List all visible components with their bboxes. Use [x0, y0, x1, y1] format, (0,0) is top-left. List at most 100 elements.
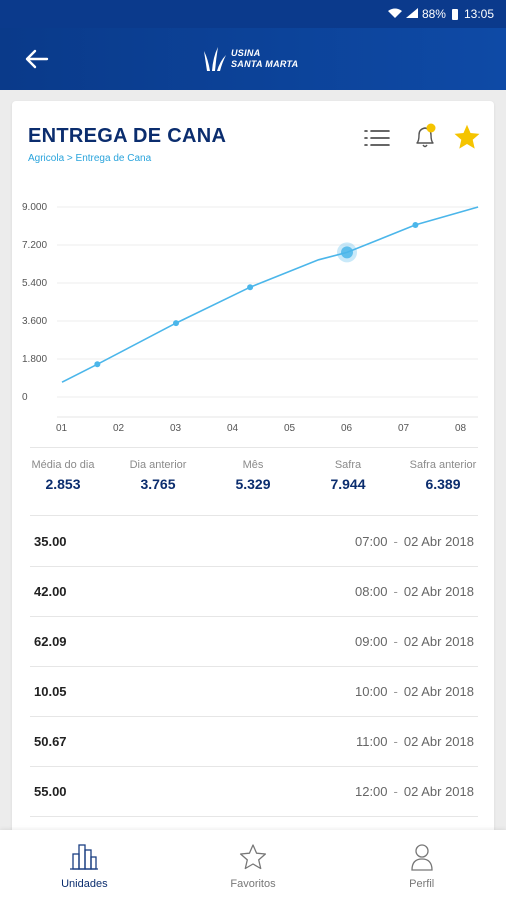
- bell-icon: [416, 123, 436, 148]
- entry-time: 09:00: [354, 634, 388, 649]
- list-item[interactable]: 55.00 12:00-02 Abr 2018: [30, 767, 478, 817]
- arrow-left-icon: [25, 49, 49, 69]
- logo-line-2: SANTA MARTA: [231, 59, 299, 69]
- x-tick-label: 04: [227, 423, 239, 434]
- entry-value: 42.00: [34, 584, 67, 599]
- breadcrumb[interactable]: Agricola > Entrega de Cana: [28, 153, 152, 164]
- buildings-icon: [70, 844, 99, 870]
- stat-media-dia: Média do dia 2.853: [28, 459, 98, 507]
- y-tick-label: 3.600: [22, 316, 47, 327]
- entry-value: 35.00: [34, 534, 67, 549]
- favorite-button[interactable]: [453, 123, 481, 151]
- entry-value: 62.09: [34, 634, 67, 649]
- x-tick-label: 06: [341, 423, 353, 434]
- entry-separator: -: [393, 784, 398, 799]
- nav-perfil[interactable]: Perfil: [337, 830, 506, 900]
- stat-safra-anterior: Safra anterior 6.389: [408, 459, 478, 507]
- nav-favoritos[interactable]: Favoritos: [169, 830, 338, 900]
- nav-unidades[interactable]: Unidades: [0, 830, 169, 900]
- list-item[interactable]: 10.05 10:00-02 Abr 2018: [30, 667, 478, 717]
- cane-leaf-icon: [204, 47, 226, 71]
- signal-icon: [405, 7, 418, 21]
- nav-label: Favoritos: [230, 878, 276, 890]
- entry-separator: -: [393, 584, 398, 599]
- entry-time: 10:00: [354, 684, 388, 699]
- star-outline-icon: [239, 844, 267, 870]
- y-tick-label: 9.000: [22, 202, 47, 213]
- entry-value: 10.05: [34, 684, 67, 699]
- entries-list: 35.00 07:00-02 Abr 2018 42.00 08:00-02 A…: [30, 517, 478, 817]
- entry-value: 55.00: [34, 784, 67, 799]
- data-point[interactable]: [173, 320, 179, 327]
- y-tick-label: 1.800: [22, 354, 47, 365]
- selected-data-point[interactable]: [341, 246, 353, 259]
- usina-logo: USINA SANTA MARTA: [204, 45, 298, 73]
- y-tick-label: 0: [22, 392, 28, 403]
- stat-dia-anterior: Dia anterior 3.765: [123, 459, 193, 507]
- entry-date: 02 Abr 2018: [403, 784, 474, 799]
- bottom-navigation: Unidades Favoritos Perfil: [0, 830, 506, 900]
- stat-label: Dia anterior: [129, 459, 187, 471]
- list-item[interactable]: 62.09 09:00-02 Abr 2018: [30, 617, 478, 667]
- notifications-button[interactable]: [413, 123, 437, 151]
- battery-icon: [451, 8, 458, 20]
- battery-percent: 88%: [421, 7, 446, 21]
- stat-value: 3.765: [140, 476, 176, 492]
- list-item[interactable]: 50.67 11:00-02 Abr 2018: [30, 717, 478, 767]
- stat-label: Safra anterior: [409, 459, 477, 471]
- list-view-button[interactable]: [364, 127, 390, 149]
- x-tick-label: 03: [170, 423, 182, 434]
- star-filled-icon: [454, 124, 480, 149]
- entry-time: 08:00: [354, 584, 388, 599]
- data-point[interactable]: [412, 221, 419, 228]
- nav-label: Unidades: [61, 878, 108, 890]
- stat-value: 6.389: [425, 476, 461, 492]
- stat-value: 7.944: [330, 476, 366, 492]
- entry-separator: -: [393, 734, 398, 749]
- stat-label: Mês: [242, 459, 264, 471]
- entry-separator: -: [393, 534, 398, 549]
- y-tick-label: 5.400: [22, 278, 47, 289]
- user-icon: [411, 844, 433, 871]
- clock: 13:05: [463, 7, 494, 21]
- stat-label: Safra: [334, 459, 362, 471]
- stats-row: Média do dia 2.853 Dia anterior 3.765 Mê…: [28, 459, 478, 507]
- stat-safra: Safra 7.944: [313, 459, 383, 507]
- nav-label: Perfil: [409, 878, 435, 890]
- logo-line-1: USINA: [231, 48, 261, 58]
- entry-time: 07:00: [354, 534, 388, 549]
- stat-mes: Mês 5.329: [218, 459, 288, 507]
- entry-value: 50.67: [34, 734, 67, 749]
- x-tick-label: 08: [455, 423, 467, 434]
- wifi-icon: [387, 8, 402, 21]
- stat-value: 2.853: [45, 476, 81, 492]
- entry-date: 02 Abr 2018: [403, 634, 474, 649]
- back-button[interactable]: [24, 44, 56, 74]
- stat-label: Média do dia: [31, 459, 95, 471]
- entry-separator: -: [393, 634, 398, 649]
- divider: [30, 447, 478, 448]
- list-item[interactable]: 42.00 08:00-02 Abr 2018: [30, 567, 478, 617]
- entry-time: 11:00: [355, 734, 388, 749]
- divider: [30, 515, 478, 516]
- entry-separator: -: [393, 684, 398, 699]
- entry-date: 02 Abr 2018: [403, 534, 474, 549]
- entry-date: 02 Abr 2018: [403, 684, 474, 699]
- entry-date: 02 Abr 2018: [403, 734, 474, 749]
- data-point[interactable]: [247, 284, 254, 291]
- x-tick-label: 02: [113, 423, 125, 434]
- content-card: ENTREGA DE CANA Agricola > Entrega de Ca…: [12, 101, 494, 841]
- x-tick-label: 05: [284, 423, 296, 434]
- app-header: USINA SANTA MARTA: [0, 28, 506, 90]
- entry-date: 02 Abr 2018: [403, 584, 474, 599]
- entry-time: 12:00: [354, 784, 388, 799]
- page-title: ENTREGA DE CANA: [28, 125, 227, 147]
- y-tick-label: 7.200: [22, 240, 47, 251]
- list-icon: [364, 130, 390, 146]
- delivery-line-chart: 9.000 7.200 5.400 3.600 1.800 0 01 02 03 04 05 06 0…: [22, 202, 479, 434]
- stat-value: 5.329: [235, 476, 271, 492]
- data-point[interactable]: [94, 361, 101, 368]
- list-item[interactable]: 35.00 07:00-02 Abr 2018: [30, 517, 478, 567]
- x-tick-label: 07: [398, 423, 410, 434]
- status-bar: 88% 13:05: [0, 0, 506, 28]
